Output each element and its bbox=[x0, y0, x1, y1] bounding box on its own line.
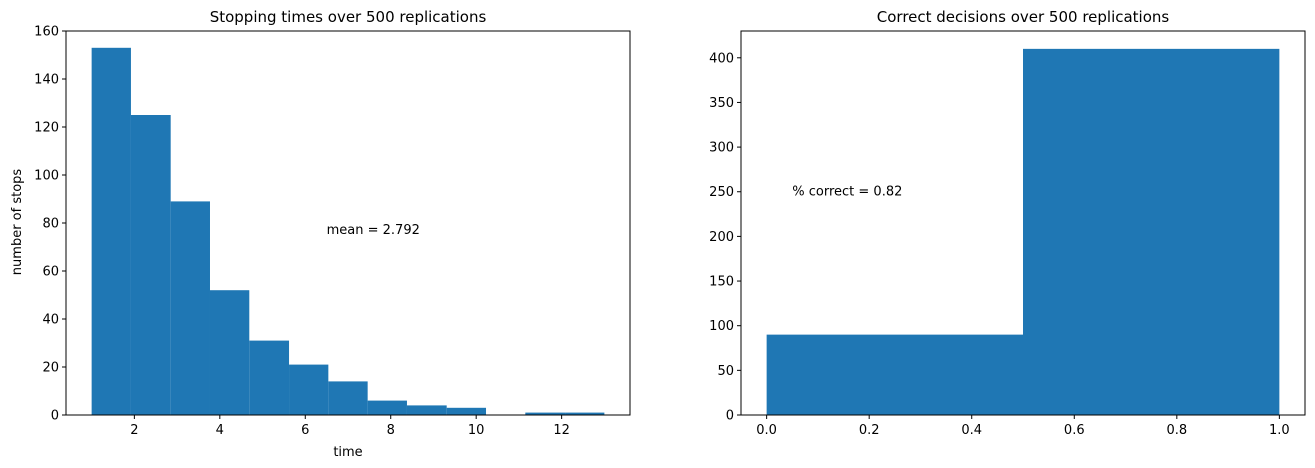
bar-5 bbox=[289, 364, 329, 415]
x-tick-label-2: 0.4 bbox=[961, 423, 982, 438]
y-tick-label-2: 40 bbox=[42, 313, 59, 328]
x-tick-label-5: 1.0 bbox=[1269, 423, 1290, 438]
x-tick-label-1: 4 bbox=[216, 423, 224, 438]
bar-1 bbox=[130, 115, 171, 415]
bar-4 bbox=[249, 340, 290, 415]
y-tick-label-0: 0 bbox=[726, 409, 734, 424]
y-tick-label-5: 250 bbox=[709, 185, 734, 200]
y-tick-label-2: 100 bbox=[709, 319, 734, 334]
chart-correct-decisions: Correct decisions over 500 replications … bbox=[709, 8, 1306, 438]
y-tick-label-0: 0 bbox=[51, 409, 59, 424]
bars bbox=[766, 48, 1280, 415]
x-tick-label-4: 0.8 bbox=[1166, 423, 1187, 438]
x-tick-label-1: 0.2 bbox=[859, 423, 880, 438]
bar-6 bbox=[328, 381, 368, 415]
bar-8 bbox=[406, 405, 447, 415]
x-ticks: 0.0 0.2 0.4 0.6 0.8 1.0 bbox=[756, 415, 1290, 438]
x-tick-label-3: 0.6 bbox=[1064, 423, 1085, 438]
y-tick-label-8: 400 bbox=[709, 51, 734, 66]
y-tick-label-6: 300 bbox=[709, 141, 734, 156]
y-tick-label-7: 350 bbox=[709, 96, 734, 111]
bar-12 bbox=[565, 412, 605, 415]
bar-0 bbox=[766, 334, 1023, 415]
x-tick-label-3: 8 bbox=[387, 423, 395, 438]
chart-stopping-times: Stopping times over 500 replications tim… bbox=[10, 8, 631, 460]
bar-11 bbox=[525, 412, 566, 415]
y-tick-label-7: 140 bbox=[34, 73, 59, 88]
y-tick-label-3: 150 bbox=[709, 275, 734, 290]
x-tick-label-4: 10 bbox=[468, 423, 485, 438]
x-tick-label-5: 12 bbox=[553, 423, 570, 438]
bar-9 bbox=[446, 407, 487, 415]
y-tick-label-4: 80 bbox=[42, 217, 59, 232]
y-ticks: 0 20 40 60 80 100 120 140 160 bbox=[34, 25, 66, 424]
bar-2 bbox=[170, 201, 210, 415]
chart-title: Stopping times over 500 replications bbox=[210, 8, 487, 26]
x-tick-label-0: 0.0 bbox=[756, 423, 777, 438]
chart-title: Correct decisions over 500 replications bbox=[877, 8, 1170, 26]
bar-7 bbox=[367, 400, 407, 415]
bars bbox=[91, 47, 605, 416]
annotation-percent-correct: % correct = 0.82 bbox=[792, 185, 902, 200]
bar-3 bbox=[209, 290, 250, 415]
y-tick-label-6: 120 bbox=[34, 121, 59, 136]
y-axis-label: number of stops bbox=[10, 169, 25, 276]
bar-1 bbox=[1023, 48, 1280, 415]
annotation-mean: mean = 2.792 bbox=[327, 223, 420, 238]
y-tick-label-1: 20 bbox=[42, 361, 59, 376]
x-ticks: 2 4 6 8 10 12 bbox=[130, 415, 570, 438]
plot-frame bbox=[740, 30, 1306, 416]
x-tick-label-2: 6 bbox=[301, 423, 309, 438]
y-tick-label-3: 60 bbox=[42, 265, 59, 280]
bar-0 bbox=[91, 47, 131, 416]
y-tick-label-1: 50 bbox=[717, 364, 734, 379]
y-tick-label-8: 160 bbox=[34, 25, 59, 40]
plot-frame bbox=[65, 30, 631, 416]
y-tick-label-4: 200 bbox=[709, 230, 734, 245]
x-axis-label: time bbox=[333, 445, 362, 460]
x-tick-label-0: 2 bbox=[130, 423, 138, 438]
y-tick-label-5: 100 bbox=[34, 169, 59, 184]
y-ticks: 0 50 100 150 200 250 300 350 400 bbox=[709, 51, 741, 424]
